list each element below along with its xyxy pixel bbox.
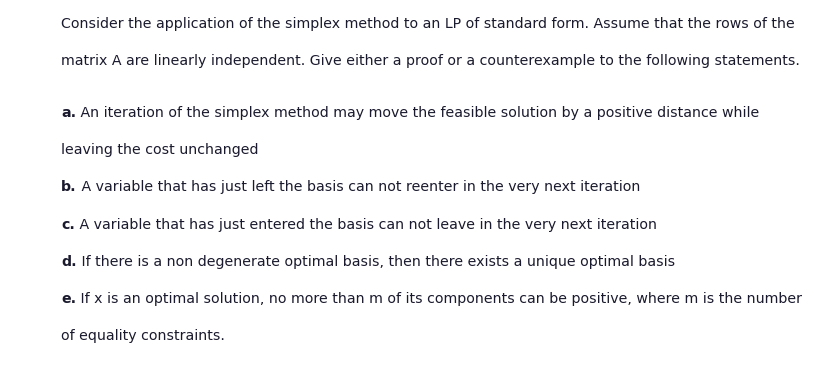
Text: c.: c. [61, 218, 75, 232]
Text: a.: a. [61, 106, 76, 120]
Text: Consider the application of the simplex method to an LP of standard form. Assume: Consider the application of the simplex … [61, 17, 795, 31]
Text: An iteration of the simplex method may move the feasible solution by a positive : An iteration of the simplex method may m… [76, 106, 760, 120]
Text: e.: e. [61, 292, 76, 306]
Text: matrix A are linearly independent. Give either a proof or a counterexample to th: matrix A are linearly independent. Give … [61, 54, 800, 68]
Text: d.: d. [61, 255, 77, 269]
Text: of equality constraints.: of equality constraints. [61, 329, 225, 343]
Text: A variable that has just entered the basis can not leave in the very next iterat: A variable that has just entered the bas… [75, 218, 657, 232]
Text: leaving the cost unchanged: leaving the cost unchanged [61, 143, 258, 157]
Text: If there is a non degenerate optimal basis, then there exists a unique optimal b: If there is a non degenerate optimal bas… [77, 255, 675, 269]
Text: A variable that has just left the basis can not reenter in the very next iterati: A variable that has just left the basis … [77, 180, 640, 195]
Text: b.: b. [61, 180, 77, 195]
Text: If x is an optimal solution, no more than m of its components can be positive, w: If x is an optimal solution, no more tha… [76, 292, 802, 306]
